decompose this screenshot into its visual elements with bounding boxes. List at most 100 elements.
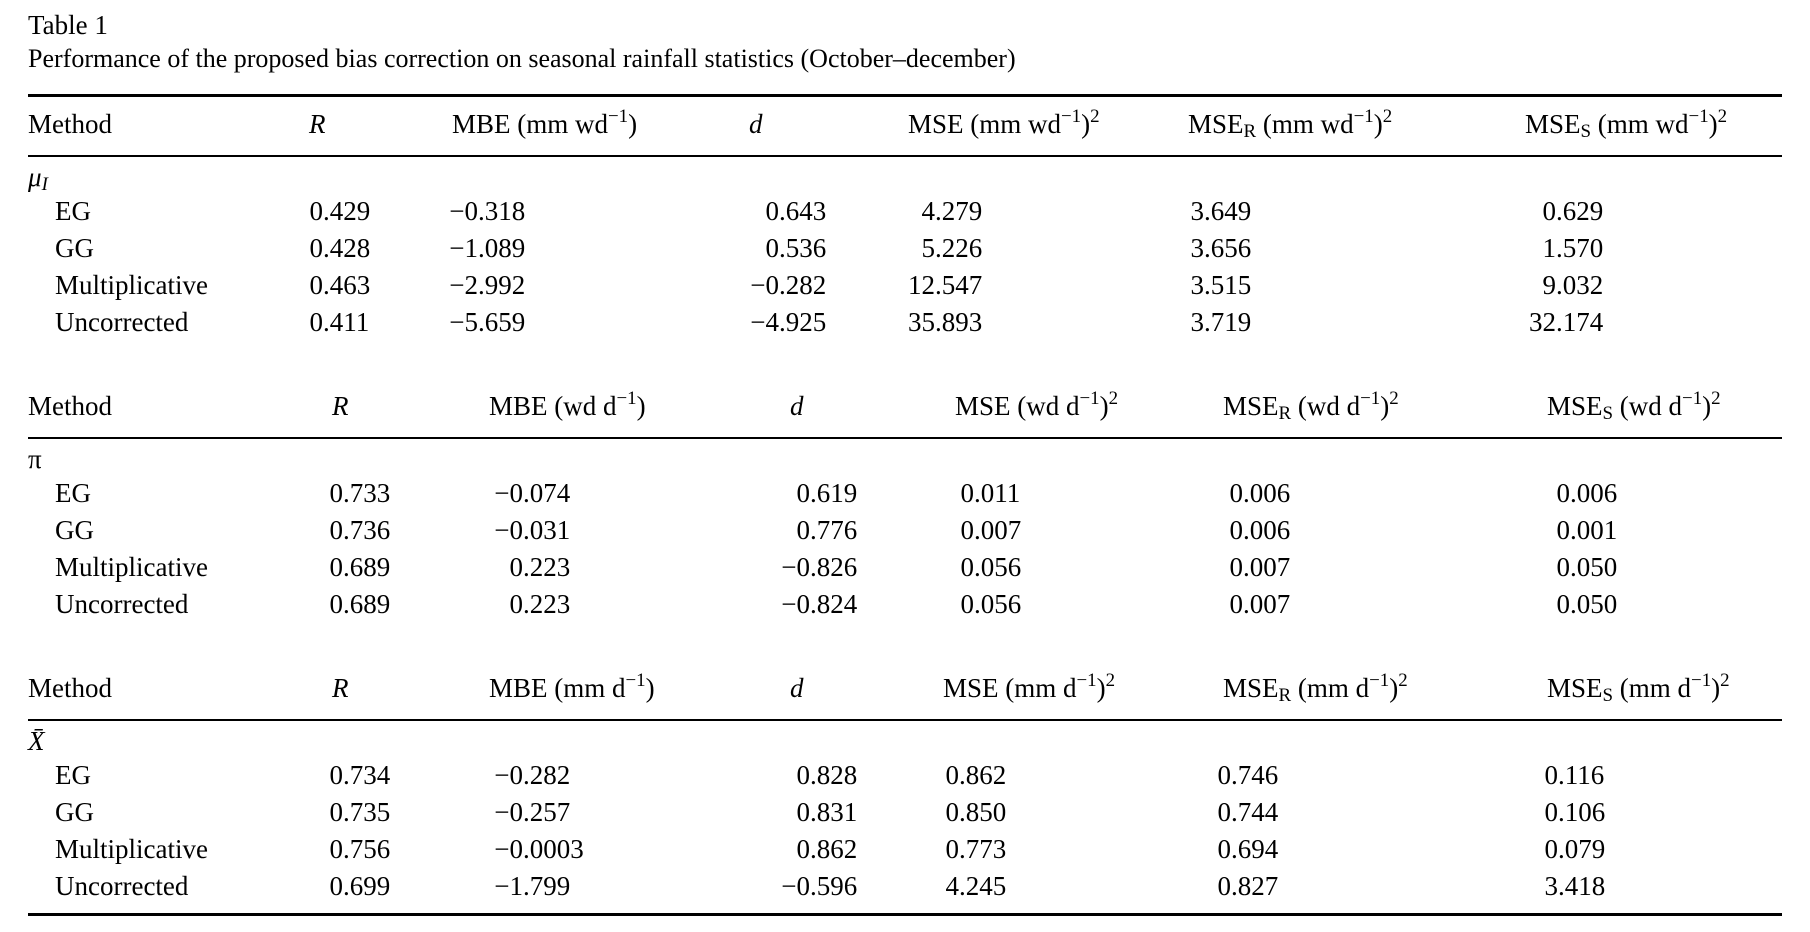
col-header-mse-s: MSES (wd d−1)2 bbox=[1520, 379, 1782, 439]
value-cell: 0.850 bbox=[945, 797, 1007, 827]
value-cell: 0.428 bbox=[309, 233, 371, 263]
value-cell: −4.925 bbox=[750, 307, 827, 337]
method-cell: EG bbox=[55, 196, 91, 226]
value-cell: 3.515 bbox=[1190, 270, 1252, 300]
value-cell: 4.245 bbox=[945, 871, 1007, 901]
value-cell: 3.719 bbox=[1190, 307, 1252, 337]
col-header-mbe: MBE (mm d−1) bbox=[445, 661, 745, 721]
method-cell: Multiplicative bbox=[55, 552, 208, 582]
value-cell: 0.699 bbox=[329, 871, 391, 901]
table-caption: Performance of the proposed bias correct… bbox=[28, 44, 1016, 73]
col-header-mse-r: MSER (mm d−1)2 bbox=[1185, 661, 1520, 721]
method-cell: Uncorrected bbox=[55, 871, 189, 901]
value-cell: −0.282 bbox=[494, 760, 571, 790]
value-cell: 0.736 bbox=[329, 515, 391, 545]
section-spacer bbox=[28, 623, 1782, 661]
value-cell: −0.826 bbox=[781, 552, 858, 582]
value-cell: 0.079 bbox=[1544, 834, 1606, 864]
col-header-d: d bbox=[745, 661, 905, 721]
col-header-d: d bbox=[745, 94, 905, 157]
col-header-mse: MSE (mm d−1)2 bbox=[905, 661, 1185, 721]
value-cell: −1.089 bbox=[449, 233, 526, 263]
stats-table: Method R MBE (mm wd−1) d MSE (mm wd−1)2 … bbox=[28, 94, 1782, 916]
value-cell: 3.418 bbox=[1544, 871, 1606, 901]
value-cell: 0.536 bbox=[765, 233, 827, 263]
method-cell: Multiplicative bbox=[55, 834, 208, 864]
method-cell: GG bbox=[55, 233, 94, 263]
col-header-mse-s: MSES (mm d−1)2 bbox=[1520, 661, 1782, 721]
table-row: Multiplicative 0.463 −2.992 −0.282 12.54… bbox=[28, 267, 1782, 304]
value-cell: 0.756 bbox=[329, 834, 391, 864]
value-cell: 0.006 bbox=[1556, 478, 1618, 508]
table-row: Uncorrected 0.699 −1.799 −0.596 4.245 0.… bbox=[28, 868, 1782, 915]
table-row: GG 0.735 −0.257 0.831 0.850 0.744 0.106 bbox=[28, 794, 1782, 831]
value-cell: −0.824 bbox=[781, 589, 858, 619]
value-cell: 0.643 bbox=[765, 196, 827, 226]
value-cell: 0.007 bbox=[1229, 552, 1291, 582]
table-row: EG 0.734 −0.282 0.828 0.862 0.746 0.116 bbox=[28, 757, 1782, 794]
value-cell: 0.773 bbox=[945, 834, 1007, 864]
method-cell: EG bbox=[55, 760, 91, 790]
table-row: EG 0.733 −0.074 0.619 0.011 0.006 0.006 bbox=[28, 475, 1782, 512]
value-cell: 0.862 bbox=[796, 834, 858, 864]
value-cell: 0.746 bbox=[1217, 760, 1279, 790]
table-row: GG 0.428 −1.089 0.536 5.226 3.656 1.570 bbox=[28, 230, 1782, 267]
col-header-r: R bbox=[295, 661, 445, 721]
value-cell: 0.744 bbox=[1217, 797, 1279, 827]
col-header-method: Method bbox=[28, 661, 295, 721]
value-cell: −0.074 bbox=[494, 478, 571, 508]
value-cell: 0.619 bbox=[796, 478, 858, 508]
col-header-method: Method bbox=[28, 379, 295, 439]
value-cell: −1.799 bbox=[494, 871, 571, 901]
method-cell: Uncorrected bbox=[55, 589, 189, 619]
col-header-mse-r: MSER (mm wd−1)2 bbox=[1185, 94, 1520, 157]
value-cell: −0.0003 bbox=[494, 834, 584, 864]
section-2-label-row: π bbox=[28, 438, 1782, 475]
value-cell: 0.828 bbox=[796, 760, 858, 790]
value-cell: 12.547 bbox=[908, 270, 983, 300]
value-cell: 0.694 bbox=[1217, 834, 1279, 864]
value-cell: 0.116 bbox=[1544, 760, 1605, 790]
value-cell: −2.992 bbox=[449, 270, 526, 300]
col-header-mse: MSE (wd d−1)2 bbox=[905, 379, 1185, 439]
value-cell: 0.629 bbox=[1542, 196, 1604, 226]
value-cell: 0.011 bbox=[960, 478, 1021, 508]
value-cell: 1.570 bbox=[1542, 233, 1604, 263]
table-row: Uncorrected 0.411 −5.659 −4.925 35.893 3… bbox=[28, 304, 1782, 341]
col-header-method: Method bbox=[28, 94, 295, 157]
value-cell: 0.007 bbox=[1229, 589, 1291, 619]
table-row: Multiplicative 0.756 −0.0003 0.862 0.773… bbox=[28, 831, 1782, 868]
value-cell: 35.893 bbox=[908, 307, 983, 337]
col-header-d: d bbox=[745, 379, 905, 439]
col-header-mse: MSE (mm wd−1)2 bbox=[905, 94, 1185, 157]
section-spacer bbox=[28, 341, 1782, 379]
value-cell: 0.056 bbox=[960, 552, 1022, 582]
value-cell: 0.689 bbox=[329, 552, 391, 582]
value-cell: 0.006 bbox=[1229, 478, 1291, 508]
method-cell: EG bbox=[55, 478, 91, 508]
method-cell: GG bbox=[55, 797, 94, 827]
value-cell: −0.318 bbox=[449, 196, 526, 226]
value-cell: 0.006 bbox=[1229, 515, 1291, 545]
value-cell: 0.223 bbox=[509, 589, 571, 619]
value-cell: 0.463 bbox=[309, 270, 371, 300]
col-header-r: R bbox=[295, 379, 445, 439]
section-3-label-row: X̄ bbox=[28, 720, 1782, 757]
value-cell: 3.649 bbox=[1190, 196, 1252, 226]
value-cell: −5.659 bbox=[449, 307, 526, 337]
col-header-r: R bbox=[295, 94, 445, 157]
section-1-label-row: μI bbox=[28, 156, 1782, 194]
value-cell: 0.827 bbox=[1217, 871, 1279, 901]
col-header-mse-s: MSES (mm wd−1)2 bbox=[1520, 94, 1782, 157]
value-cell: 0.735 bbox=[329, 797, 391, 827]
col-header-mbe: MBE (mm wd−1) bbox=[445, 94, 745, 157]
value-cell: 0.862 bbox=[945, 760, 1007, 790]
table-row: Uncorrected 0.689 0.223 −0.824 0.056 0.0… bbox=[28, 586, 1782, 623]
value-cell: 0.411 bbox=[309, 307, 370, 337]
value-cell: 4.279 bbox=[921, 196, 983, 226]
value-cell: 0.734 bbox=[329, 760, 391, 790]
value-cell: 3.656 bbox=[1190, 233, 1252, 263]
section-label-xbar: X̄ bbox=[28, 726, 45, 756]
section-label-pi: π bbox=[28, 444, 42, 474]
